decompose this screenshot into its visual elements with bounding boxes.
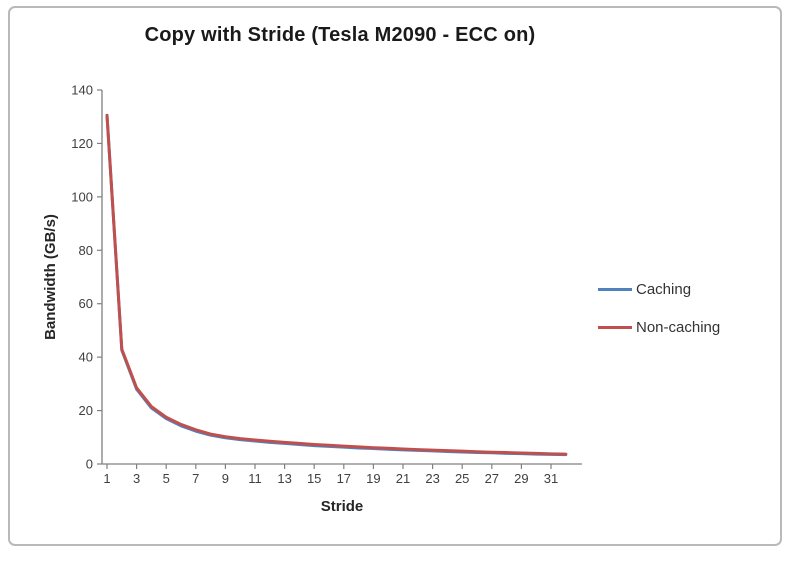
x-tick-label: 29 (514, 471, 528, 486)
x-tick-label: 13 (277, 471, 291, 486)
legend: Caching Non-caching (598, 274, 778, 350)
legend-label-caching: Caching (636, 280, 692, 298)
x-tick-label: 15 (307, 471, 321, 486)
x-tick-label: 27 (485, 471, 499, 486)
x-tick-label: 23 (425, 471, 439, 486)
x-tick-label: 9 (222, 471, 229, 486)
y-tick-label: 0 (86, 457, 93, 472)
y-tick-label: 120 (71, 136, 93, 151)
legend-item-caching: Caching (598, 274, 778, 304)
caching-line (105, 113, 568, 457)
x-tick-label: 1 (103, 471, 110, 486)
x-tick-label: 31 (544, 471, 558, 486)
x-tick-label: 19 (366, 471, 380, 486)
x-axis-title: Stride (320, 498, 364, 515)
y-tick-label: 80 (79, 243, 93, 258)
chart-title: Copy with Stride (Tesla M2090 - ECC on) (144, 24, 536, 46)
chart-frame: Copy with Stride (Tesla M2090 - ECC on) … (8, 6, 782, 546)
non-caching-line-swatch (598, 325, 632, 329)
non-caching-line (105, 113, 568, 456)
x-tick-label: 21 (396, 471, 410, 486)
y-tick-label: 20 (79, 403, 93, 418)
y-tick-label: 100 (71, 189, 93, 204)
x-tick-label: 17 (337, 471, 351, 486)
y-tick-label: 40 (79, 350, 93, 365)
x-tick-label: 5 (163, 471, 170, 486)
legend-item-non-caching: Non-caching (598, 312, 778, 342)
x-tick-label: 25 (455, 471, 469, 486)
y-tick-label: 60 (79, 296, 93, 311)
y-tick-label: 140 (71, 83, 93, 98)
x-tick-label: 7 (192, 471, 199, 486)
caching-line-swatch (598, 287, 632, 291)
legend-label-non-caching: Non-caching (636, 318, 721, 336)
x-tick-label: 11 (248, 471, 262, 486)
y-axis-title: Bandwidth (GB/s) (42, 214, 59, 340)
x-tick-label: 3 (133, 471, 140, 486)
